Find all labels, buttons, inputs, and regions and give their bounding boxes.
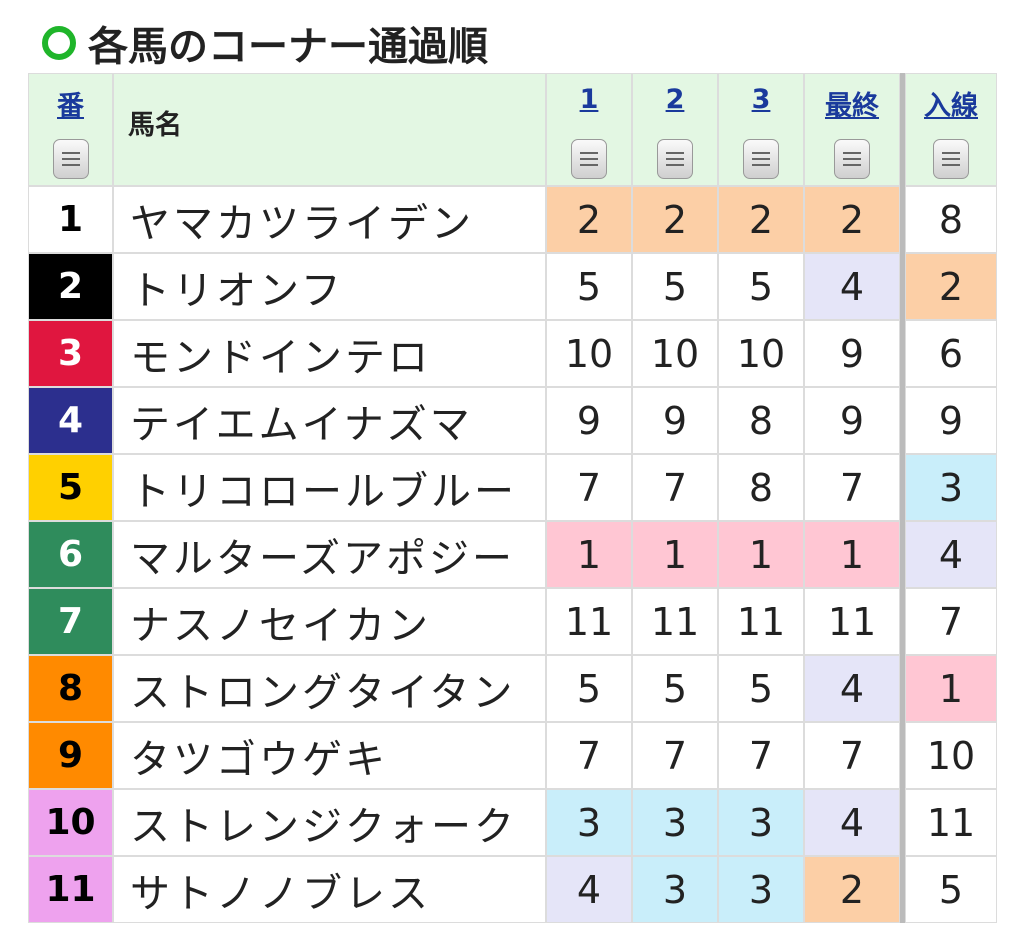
horse-name: マルターズアポジー — [113, 521, 546, 588]
rank-cell: 2 — [905, 253, 997, 320]
horse-name: ストロングタイタン — [113, 655, 546, 722]
header-label[interactable]: 番 — [57, 91, 84, 122]
horse-name: テイエムイナズマ — [113, 387, 546, 454]
frame-number: 2 — [28, 253, 113, 320]
rank-cell: 3 — [632, 789, 718, 856]
rank-cell: 11 — [905, 789, 997, 856]
frame-number: 4 — [28, 387, 113, 454]
rank-cell: 2 — [632, 186, 718, 253]
header-cell: 馬名 — [113, 73, 546, 186]
frame-number: 8 — [28, 655, 113, 722]
rank-cell: 11 — [804, 588, 900, 655]
rank-cell: 5 — [718, 655, 804, 722]
rank-cell: 10 — [546, 320, 632, 387]
rank-cell: 5 — [905, 856, 997, 923]
rank-cell: 5 — [632, 253, 718, 320]
sort-button[interactable] — [933, 139, 969, 179]
sort-button[interactable] — [571, 139, 607, 179]
rank-cell: 6 — [905, 320, 997, 387]
horse-name: ヤマカツライデン — [113, 186, 546, 253]
rank-cell: 7 — [905, 588, 997, 655]
frame-number: 6 — [28, 521, 113, 588]
rank-cell: 9 — [632, 387, 718, 454]
rank-cell: 9 — [905, 387, 997, 454]
frame-number: 3 — [28, 320, 113, 387]
title-icon — [42, 26, 76, 60]
rank-cell: 7 — [632, 454, 718, 521]
rank-cell: 3 — [718, 856, 804, 923]
horse-name: ストレンジクォーク — [113, 789, 546, 856]
header-label[interactable]: 入線 — [924, 91, 978, 122]
frame-number: 10 — [28, 789, 113, 856]
header-label[interactable]: 1 — [579, 84, 599, 115]
rank-cell: 5 — [718, 253, 804, 320]
horse-name: モンドインテロ — [113, 320, 546, 387]
column-separator — [900, 73, 905, 923]
rank-cell: 4 — [804, 789, 900, 856]
rank-cell: 8 — [718, 454, 804, 521]
rank-cell: 4 — [905, 521, 997, 588]
rank-cell: 1 — [804, 521, 900, 588]
horse-name: ナスノセイカン — [113, 588, 546, 655]
horse-name: トリオンフ — [113, 253, 546, 320]
rank-cell: 9 — [804, 320, 900, 387]
rank-cell: 7 — [804, 454, 900, 521]
rank-cell: 3 — [905, 454, 997, 521]
rank-cell: 4 — [546, 856, 632, 923]
rank-cell: 2 — [804, 186, 900, 253]
rank-cell: 10 — [718, 320, 804, 387]
rank-cell: 11 — [632, 588, 718, 655]
rank-cell: 4 — [804, 655, 900, 722]
title: 各馬のコーナー通過順 — [88, 24, 488, 70]
rank-cell: 7 — [804, 722, 900, 789]
header-label: 馬名 — [128, 110, 182, 141]
rank-cell: 1 — [546, 521, 632, 588]
rank-cell: 8 — [718, 387, 804, 454]
sort-button[interactable] — [834, 139, 870, 179]
rank-cell: 8 — [905, 186, 997, 253]
rank-cell: 3 — [632, 856, 718, 923]
horse-name: サトノノブレス — [113, 856, 546, 923]
sort-button[interactable] — [657, 139, 693, 179]
frame-number: 5 — [28, 454, 113, 521]
rank-cell: 1 — [905, 655, 997, 722]
rank-cell: 7 — [546, 722, 632, 789]
rank-cell: 11 — [718, 588, 804, 655]
rank-cell: 11 — [546, 588, 632, 655]
rank-cell: 5 — [546, 253, 632, 320]
rank-cell: 3 — [718, 789, 804, 856]
header-label[interactable]: 最終 — [825, 91, 879, 122]
frame-number: 9 — [28, 722, 113, 789]
header-cell: 2 — [632, 73, 718, 186]
rank-cell: 10 — [632, 320, 718, 387]
horse-name: タツゴウゲキ — [113, 722, 546, 789]
rank-cell: 4 — [804, 253, 900, 320]
rank-cell: 2 — [804, 856, 900, 923]
rank-cell: 1 — [718, 521, 804, 588]
sort-button[interactable] — [743, 139, 779, 179]
rank-cell: 3 — [546, 789, 632, 856]
rank-cell: 7 — [632, 722, 718, 789]
rank-cell: 7 — [718, 722, 804, 789]
frame-number: 7 — [28, 588, 113, 655]
rank-cell: 1 — [632, 521, 718, 588]
rank-cell: 10 — [905, 722, 997, 789]
horse-name: トリコロールブルー — [113, 454, 546, 521]
rank-cell: 9 — [804, 387, 900, 454]
frame-number: 11 — [28, 856, 113, 923]
rank-cell: 9 — [546, 387, 632, 454]
rank-cell: 7 — [546, 454, 632, 521]
rank-cell: 2 — [546, 186, 632, 253]
rank-cell: 2 — [718, 186, 804, 253]
header-label[interactable]: 3 — [751, 84, 771, 115]
sort-button[interactable] — [52, 139, 89, 179]
rank-cell: 5 — [632, 655, 718, 722]
frame-number: 1 — [28, 186, 113, 253]
rank-cell: 5 — [546, 655, 632, 722]
header-label[interactable]: 2 — [665, 84, 685, 115]
